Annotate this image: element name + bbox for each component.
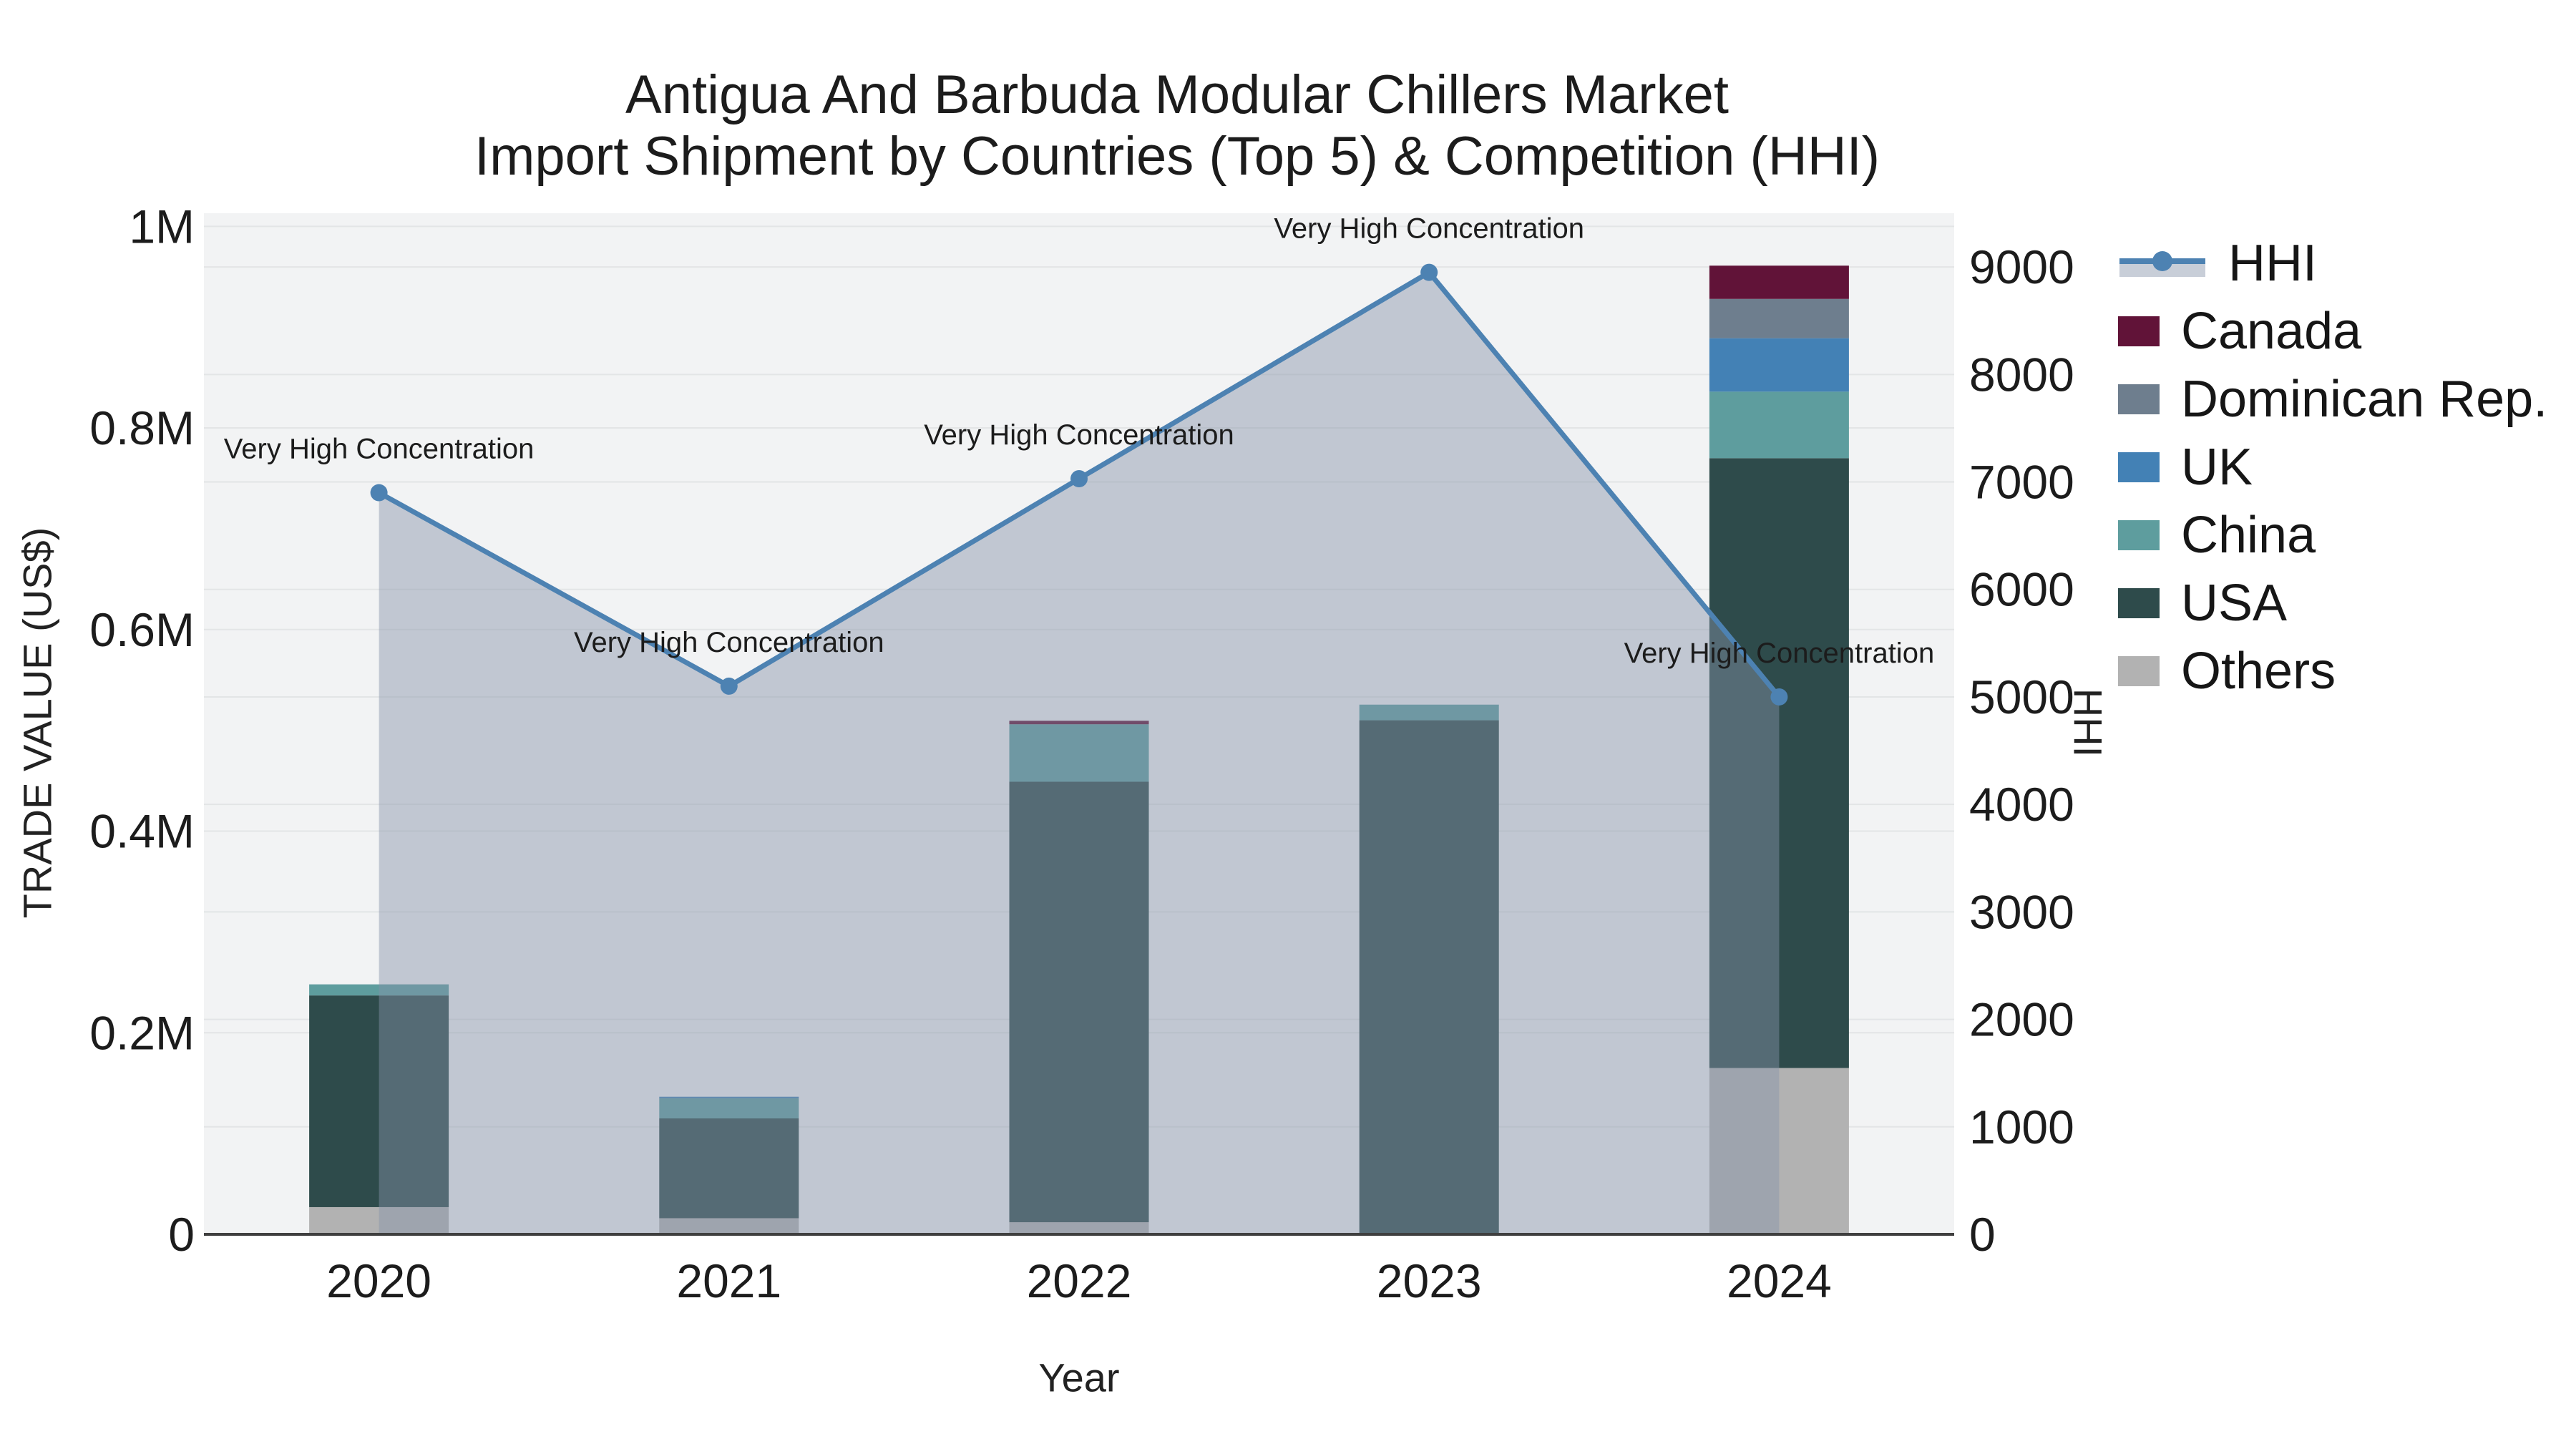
others-swatch xyxy=(2118,656,2160,686)
bar-segment-others-2022 xyxy=(1009,1222,1149,1234)
y2-tick-label: 1000 xyxy=(1969,1101,2074,1153)
hhi-marker-2020 xyxy=(370,484,388,502)
bar-segment-canada-2022 xyxy=(1009,721,1149,725)
bar-segment-dominican-rep--2024 xyxy=(1709,298,1849,338)
legend-item-usa[interactable]: USA xyxy=(2118,575,2287,632)
hhi-marker-2021 xyxy=(720,677,738,695)
y-tick-label: 0.2M xyxy=(89,1006,195,1059)
legend-item-others[interactable]: Others xyxy=(2118,643,2336,700)
hhi-marker-2024 xyxy=(1770,688,1788,706)
annotation-2022: Very High Concentration xyxy=(924,419,1234,451)
hhi-area xyxy=(379,272,1780,1235)
legend-item-dominican-rep[interactable]: Dominican Rep. xyxy=(2118,371,2547,428)
x-axis-title: Year xyxy=(1038,1355,1120,1400)
y-tick-label: 0.8M xyxy=(89,401,195,454)
y2-tick-label: 2000 xyxy=(1969,993,2074,1046)
x-tick-label-2021: 2021 xyxy=(676,1254,781,1307)
legend-label: USA xyxy=(2181,575,2288,632)
hhi-marker-2022 xyxy=(1070,470,1088,488)
y2-tick-label: 0 xyxy=(1969,1208,1996,1261)
annotation-2024: Very High Concentration xyxy=(1624,638,1935,669)
legend-label: HHI xyxy=(2228,235,2317,292)
china-swatch xyxy=(2118,520,2160,550)
bar-segment-uk-2021 xyxy=(659,1096,799,1098)
legend-label: Dominican Rep. xyxy=(2181,371,2548,428)
bar-segment-china-2021 xyxy=(659,1098,799,1119)
bar-segment-china-2020 xyxy=(309,984,449,996)
dominican-rep-swatch xyxy=(2118,384,2160,414)
uk-swatch xyxy=(2118,452,2160,482)
y-tick-label: 1M xyxy=(129,200,195,253)
y-tick-label: 0.6M xyxy=(89,603,195,656)
bar-segment-others-2024 xyxy=(1709,1068,1849,1234)
chart-title-line1: Antigua And Barbuda Modular Chillers Mar… xyxy=(625,64,1729,125)
chart-title-line2: Import Shipment by Countries (Top 5) & C… xyxy=(474,126,1880,187)
legend-label: UK xyxy=(2181,439,2253,496)
legend-item-china[interactable]: China xyxy=(2118,507,2316,564)
y2-tick-label: 6000 xyxy=(1969,563,2074,616)
bar-segment-canada-2024 xyxy=(1709,265,1849,299)
legend-label: China xyxy=(2181,507,2316,564)
y-tick-label: 0 xyxy=(168,1208,195,1261)
x-tick-label-2022: 2022 xyxy=(1027,1254,1132,1307)
bar-segment-china-2024 xyxy=(1709,391,1849,459)
y2-axis-title: HHI xyxy=(2065,688,2111,758)
x-tick-label-2020: 2020 xyxy=(326,1254,431,1307)
hhi-marker-2023 xyxy=(1420,263,1438,281)
bar-segment-usa-2021 xyxy=(659,1118,799,1219)
bar-segment-china-2022 xyxy=(1009,724,1149,782)
legend-item-uk[interactable]: UK xyxy=(2118,439,2253,496)
hhi-line-swatch xyxy=(2118,247,2207,280)
legend-item-canada[interactable]: Canada xyxy=(2118,303,2361,360)
y2-tick-label: 8000 xyxy=(1969,348,2074,401)
x-tick-label-2023: 2023 xyxy=(1377,1254,1482,1307)
legend-label: Canada xyxy=(2181,303,2362,360)
bar-segment-uk-2024 xyxy=(1709,338,1849,392)
bar-segment-usa-2023 xyxy=(1359,720,1499,1234)
bar-segment-usa-2022 xyxy=(1009,781,1149,1223)
canada-swatch xyxy=(2118,316,2160,346)
y2-tick-label: 5000 xyxy=(1969,670,2074,723)
annotation-2023: Very High Concentration xyxy=(1274,213,1584,245)
bar-segment-others-2020 xyxy=(309,1206,449,1234)
usa-swatch xyxy=(2118,588,2160,618)
bar-segment-usa-2020 xyxy=(309,995,449,1207)
y-tick-label: 0.4M xyxy=(89,805,195,858)
bar-segment-others-2021 xyxy=(659,1218,799,1234)
y2-tick-label: 3000 xyxy=(1969,885,2074,938)
legend-item-hhi[interactable]: HHI xyxy=(2118,235,2317,292)
y2-tick-label: 4000 xyxy=(1969,778,2074,831)
y2-tick-label: 9000 xyxy=(1969,240,2074,293)
annotation-2020: Very High Concentration xyxy=(224,434,535,465)
x-tick-label-2024: 2024 xyxy=(1727,1254,1832,1307)
y2-tick-label: 7000 xyxy=(1969,456,2074,509)
bar-segment-china-2023 xyxy=(1359,704,1499,721)
annotation-2021: Very High Concentration xyxy=(574,627,884,658)
y-axis-title: TRADE VALUE (US$) xyxy=(14,527,60,919)
legend-label: Others xyxy=(2181,643,2336,700)
bar-segment-usa-2024 xyxy=(1709,458,1849,1068)
